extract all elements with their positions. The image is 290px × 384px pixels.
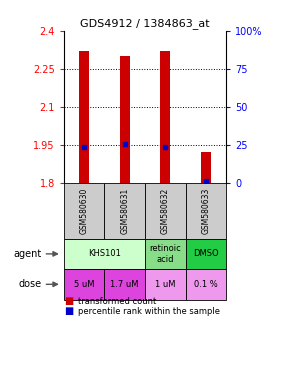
Bar: [79, 51, 89, 183]
Bar: [186, 239, 226, 269]
Bar: [64, 183, 104, 239]
Text: KHS101: KHS101: [88, 249, 121, 258]
Bar: [145, 269, 186, 300]
Text: GSM580632: GSM580632: [161, 188, 170, 234]
Text: GSM580630: GSM580630: [79, 187, 89, 234]
Bar: [145, 239, 186, 269]
Bar: [119, 56, 130, 183]
Text: GSM580631: GSM580631: [120, 188, 129, 234]
Bar: [186, 183, 226, 239]
Text: 1 uM: 1 uM: [155, 280, 175, 289]
Text: dose: dose: [18, 279, 41, 289]
Title: GDS4912 / 1384863_at: GDS4912 / 1384863_at: [80, 18, 210, 30]
Text: ■: ■: [64, 306, 73, 316]
Text: transformed count: transformed count: [78, 297, 157, 306]
Bar: [64, 239, 145, 269]
Text: ■: ■: [64, 296, 73, 306]
Bar: [201, 152, 211, 183]
Text: percentile rank within the sample: percentile rank within the sample: [78, 306, 220, 316]
Text: retinoic
acid: retinoic acid: [149, 244, 181, 263]
Text: agent: agent: [13, 249, 41, 259]
Bar: [104, 269, 145, 300]
Text: DMSO: DMSO: [193, 249, 219, 258]
Bar: [186, 269, 226, 300]
Bar: [145, 183, 186, 239]
Bar: [104, 183, 145, 239]
Text: 5 uM: 5 uM: [74, 280, 94, 289]
Bar: [64, 269, 104, 300]
Text: GSM580633: GSM580633: [201, 187, 211, 234]
Text: 0.1 %: 0.1 %: [194, 280, 218, 289]
Text: 1.7 uM: 1.7 uM: [110, 280, 139, 289]
Bar: [160, 51, 171, 183]
